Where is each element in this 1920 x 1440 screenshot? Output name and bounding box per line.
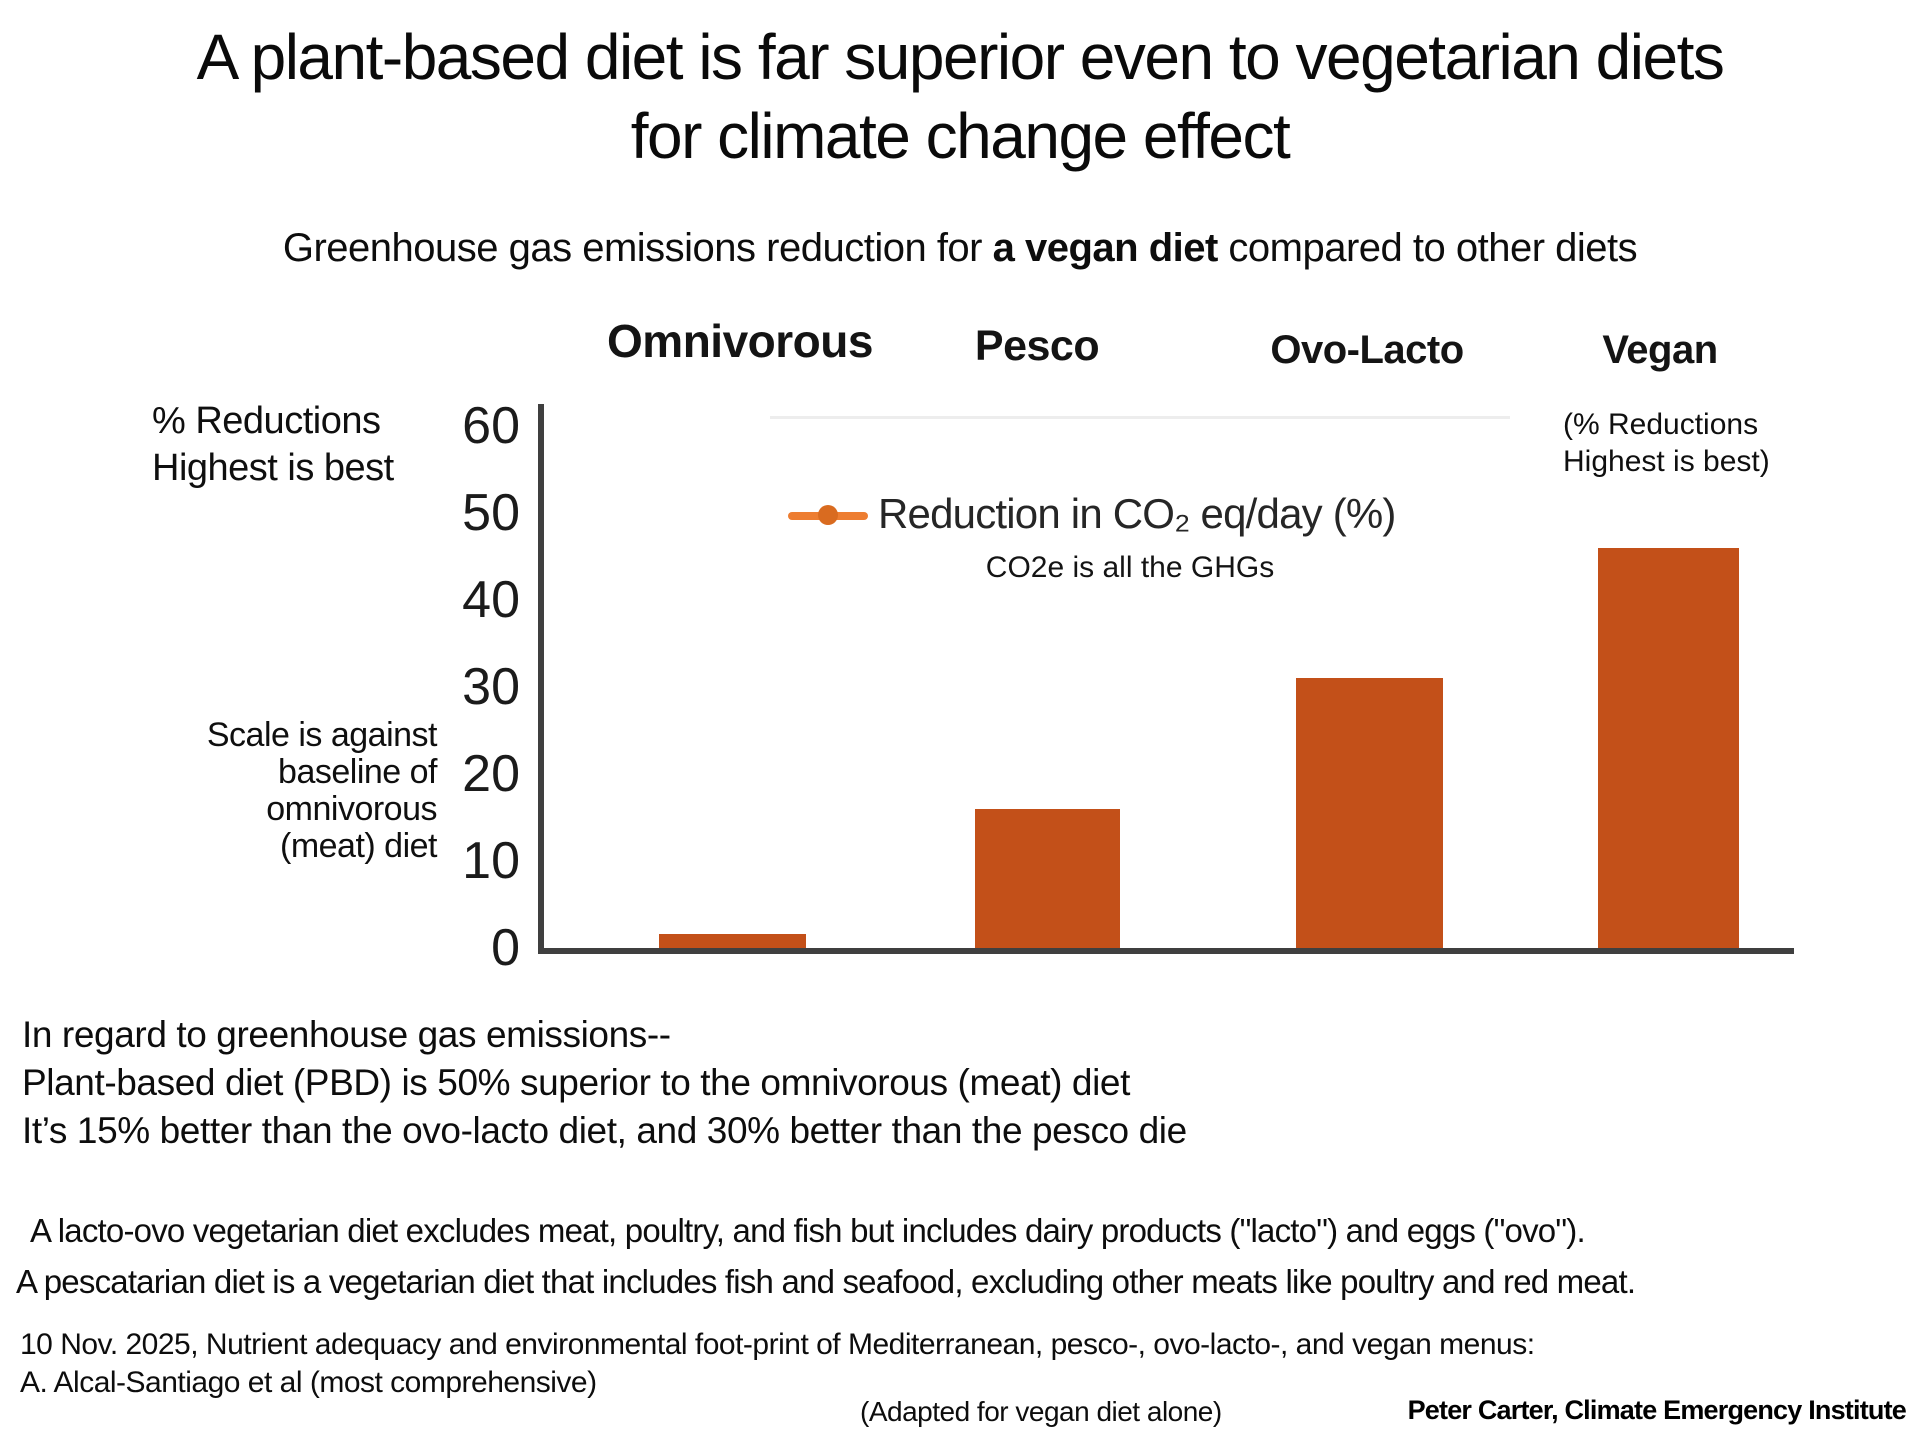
y-tick-label-60: 60 (462, 397, 520, 455)
adapted-note: (Adapted for vegan diet alone) (860, 1396, 1222, 1427)
subtitle-post: compared to other diets (1217, 226, 1638, 270)
y-axis-annotation-left: % Reductions Highest is best (152, 398, 394, 492)
y-axis-line (538, 404, 544, 954)
page-title-line1: A plant-based diet is far superior even … (196, 21, 1725, 93)
bar-ovo-lacto (1296, 678, 1443, 948)
column-header-vegan: Vegan (1602, 328, 1718, 372)
y-axis-annotation-left-line1: % Reductions (152, 400, 381, 442)
bar-vegan (1598, 548, 1739, 948)
diet-definition-pescatarian: A pescatarian diet is a vegetarian diet … (16, 1263, 1636, 1300)
legend-label: Reduction in CO₂ eq/day (%) (878, 490, 1396, 537)
bar-omnivorous (659, 934, 806, 948)
column-header-ovo-lacto: Ovo-Lacto (1270, 328, 1464, 372)
y-tick-label-40: 40 (462, 571, 520, 629)
page-title-line2: for climate change effect (630, 100, 1291, 172)
scale-note-line3: omnivorous (266, 790, 437, 828)
legend-dot-marker-icon (818, 505, 838, 525)
y-axis-annotation-right-line1: (% Reductions (1563, 408, 1759, 441)
y-tick-label-0: 0 (491, 919, 520, 977)
body-paragraph-line3: It’s 15% better than the ovo-lacto diet,… (22, 1110, 1187, 1151)
legend-note: CO2e is all the GHGs (985, 551, 1275, 584)
y-axis-annotation-right: (% Reductions Highest is best) (1563, 406, 1770, 480)
scale-note-line4: (meat) diet (280, 827, 438, 865)
scale-note-line1: Scale is against (206, 716, 438, 754)
subtitle-bold: a vegan diet (992, 226, 1219, 270)
y-tick-label-30: 30 (462, 658, 520, 716)
y-tick-label-10: 10 (462, 832, 520, 890)
x-axis-line (538, 948, 1794, 954)
column-header-pesco: Pesco (974, 322, 1100, 370)
body-paragraph-line2: Plant-based diet (PBD) is 50% superior t… (22, 1062, 1130, 1103)
column-header-omnivorous: Omnivorous (607, 315, 873, 367)
author-credit: Peter Carter, Climate Emergency Institut… (1407, 1395, 1907, 1425)
scale-baseline-note: Scale is against baseline of omnivorous … (137, 716, 438, 865)
y-axis-annotation-left-line2: Highest is best (152, 447, 394, 489)
faint-gridline-artifact (770, 416, 1510, 419)
y-tick-label-20: 20 (462, 745, 520, 803)
y-tick-label-50: 50 (462, 484, 520, 542)
body-paragraph-line1: In regard to greenhouse gas emissions-- (22, 1014, 671, 1055)
source-citation-line1: 10 Nov. 2025, Nutrient adequacy and envi… (20, 1328, 1535, 1361)
subtitle-pre: Greenhouse gas emissions reduction for (282, 226, 993, 270)
bar-pesco (975, 809, 1120, 948)
chart-subtitle: Greenhouse gas emissions reduction for a… (0, 226, 1920, 271)
source-citation-line2: A. Alcal-Santiago et al (most comprehens… (20, 1366, 597, 1399)
diet-definition-lacto-ovo: A lacto-ovo vegetarian diet excludes mea… (30, 1212, 1586, 1249)
scale-note-line2: baseline of (278, 753, 437, 791)
y-axis-annotation-right-line2: Highest is best) (1563, 445, 1770, 478)
